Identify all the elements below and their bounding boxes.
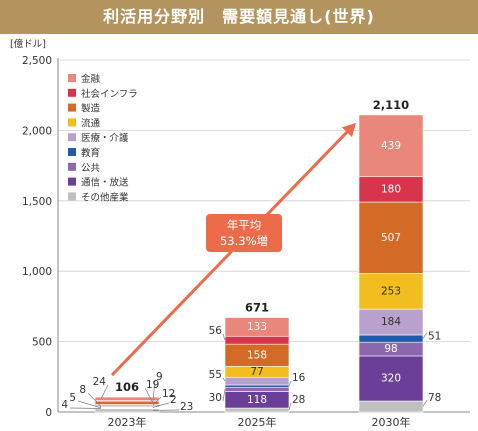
segment-value-label: 2 [170,394,177,406]
bar-segment [358,201,424,274]
y-tick-label: 1,500 [22,196,52,208]
y-tick-label: 500 [32,337,52,349]
bar-total-label: 106 [115,380,139,394]
leader-line [288,402,292,411]
legend-swatch [68,177,76,186]
leader-line [422,332,428,339]
segment-value-label: 118 [247,394,267,406]
segment-value-label: 16 [292,372,306,384]
segment-value-label: 180 [381,183,401,195]
growth-rate-value: 53.3%増 [220,234,268,248]
x-category-label: 2025年 [238,415,277,429]
segment-value-label: 4 [61,399,68,411]
leader-line [422,399,428,407]
bar-segment [358,273,424,310]
legend-swatch [68,103,76,112]
bar-segment [224,386,290,392]
leader-line [87,392,102,407]
growth-arrow-head [341,122,356,138]
growth-rate-label: 年平均 [227,218,262,232]
leader-line [152,379,156,402]
bar-segment [94,401,160,405]
bar-total-label: 2,110 [373,98,409,112]
segment-value-label: 507 [381,232,401,244]
y-tick-label: 0 [45,407,52,419]
bar-total-label: 671 [245,301,269,315]
segment-value-label: 158 [247,349,267,361]
bar-segment [224,317,290,337]
y-tick-label: 2,500 [22,55,52,67]
leader-line [77,400,102,409]
leader-line [152,396,162,406]
segment-value-label: 51 [428,331,441,343]
legend-label: 社会インフラ [81,88,138,100]
bar-segment [358,355,424,402]
bar-segment [358,114,424,178]
segment-value-label: 56 [209,325,223,337]
bar-segment [224,384,290,388]
legend-label: その他産業 [81,191,129,203]
legend-label: 流通 [81,117,101,129]
leader-line [144,387,154,404]
segment-value-label: 24 [93,376,107,388]
segment-value-label: 184 [381,316,401,328]
x-category-label: 2023年 [108,415,147,429]
leader-line [222,389,226,402]
leader-line [152,402,170,408]
legend-swatch [68,148,76,156]
legend-swatch [68,118,76,127]
segment-value-label: 8 [79,384,86,396]
bar-segment [224,407,290,413]
segment-value-label: 133 [247,321,267,333]
bar-segment [94,396,160,401]
bar-segment [358,400,424,413]
x-category-label: 2030年 [372,415,411,429]
legend-label: 製造 [81,103,101,115]
leader-line [222,333,226,341]
chart-title: 利活用分野別 需要額見通し(世界) [103,7,375,26]
segment-value-label: 28 [292,394,305,406]
legend-label: 公共 [81,163,101,174]
legend-label: 金融 [81,73,101,85]
bar-segment [358,334,424,343]
segment-value-label: 78 [428,392,441,404]
segment-value-label: 12 [162,388,175,400]
bar-segment [224,335,290,345]
segment-value-label: 23 [180,401,193,413]
segment-value-label: 98 [384,343,397,355]
y-tick-label: 2,000 [22,125,52,137]
segment-value-label: 9 [156,371,163,383]
segment-value-label: 439 [381,140,401,152]
bar-segment [358,176,424,203]
segment-value-label: 77 [250,366,263,378]
legend-label: 教育 [81,147,100,159]
segment-value-label: 320 [381,372,401,384]
segment-value-label: 30 [209,392,222,404]
y-tick-label: 1,000 [22,266,52,278]
y-axis-unit: [億ドル] [10,38,46,50]
growth-rate-badge [206,214,282,252]
leader-line [100,384,109,399]
segment-value-label: 55 [209,369,222,381]
legend-label: 通信・放送 [81,177,129,189]
legend-swatch [68,192,76,201]
legend-swatch [68,74,76,82]
segment-value-label: 5 [69,392,76,404]
title-bar: 利活用分野別 需要額見通し(世界) [0,0,478,34]
legend-label: 医療・介護 [81,132,129,144]
leader-line [222,377,226,382]
legend-swatch [68,88,76,97]
bar-segment [358,308,424,336]
bar-segment [224,376,290,386]
bar-segment [94,408,160,413]
legend-swatch [68,133,76,142]
legend-swatch [68,162,76,171]
leader-line [288,380,292,387]
segment-value-label: 19 [146,379,159,391]
segment-value-label: 253 [381,285,401,297]
